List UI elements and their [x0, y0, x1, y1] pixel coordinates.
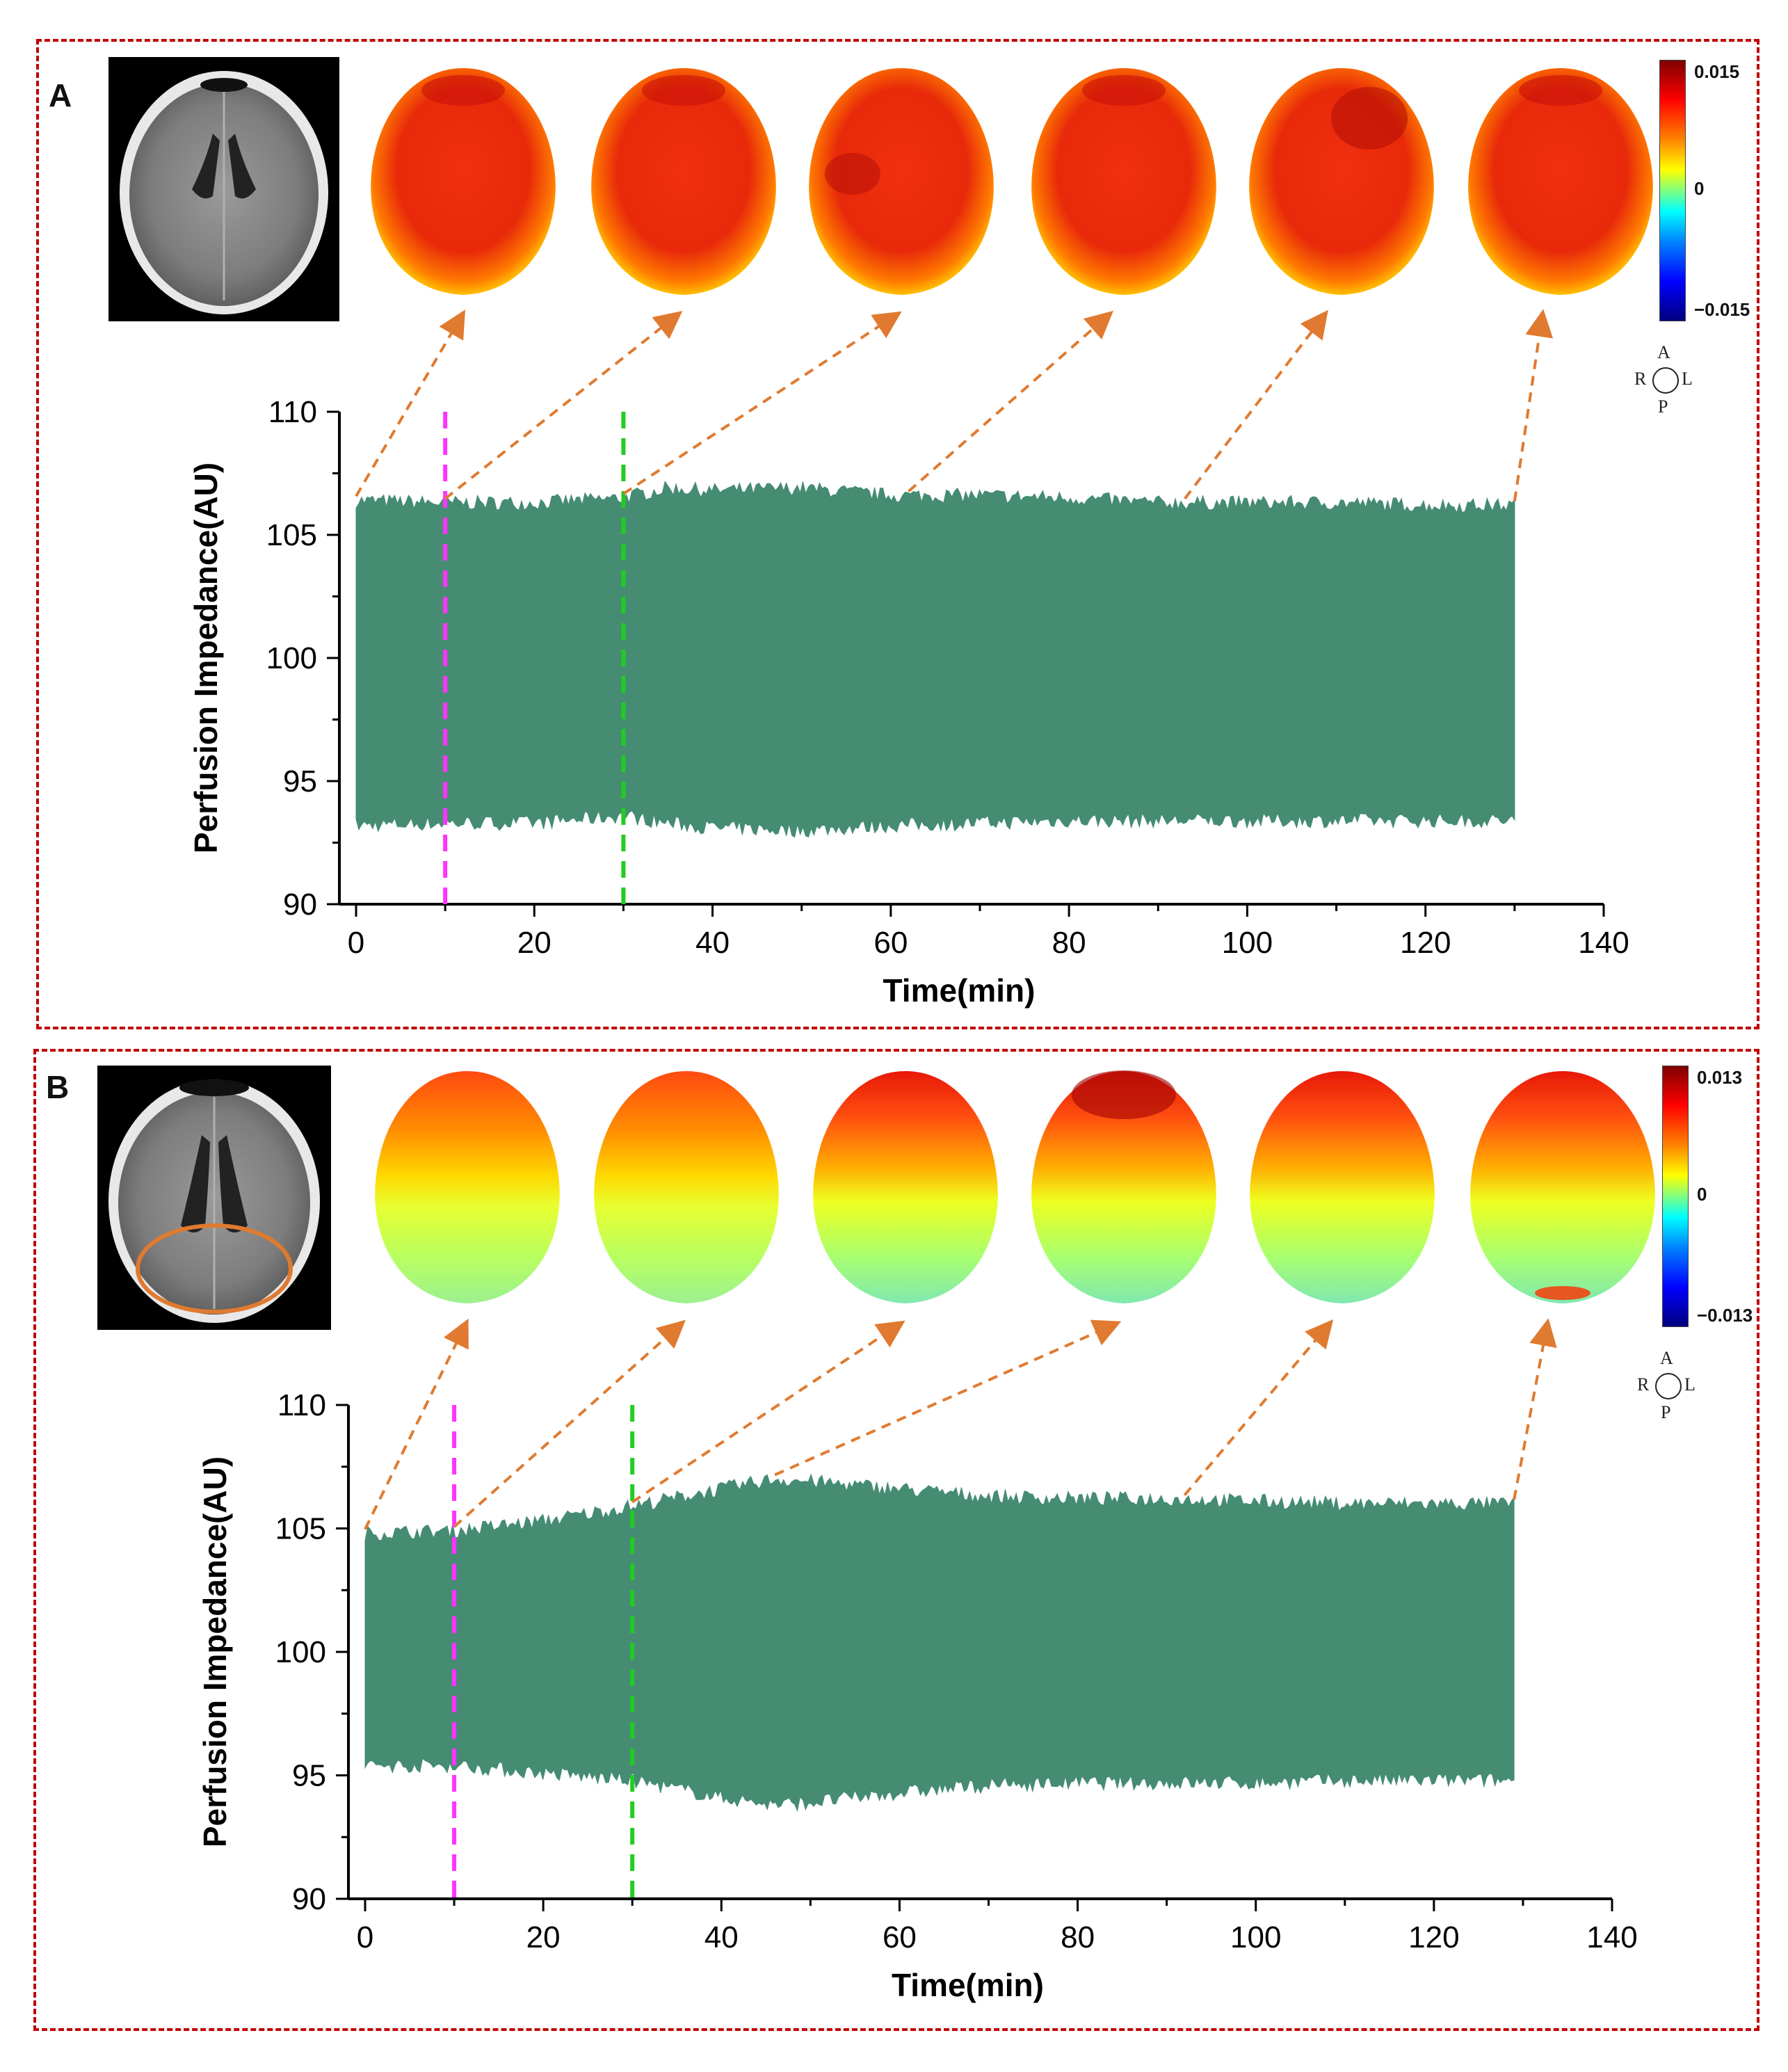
orientation-posterior: P [1661, 1402, 1671, 1422]
panel-b: B [33, 1049, 1759, 2031]
colorbar-min-label: −0.013 [1697, 1305, 1753, 1326]
heatmap-3 [809, 68, 994, 295]
panel-label: B [46, 1069, 70, 1105]
heatmap-5 [1249, 68, 1434, 295]
orientation-indicator: A R L P [1632, 341, 1694, 431]
heatmap-4 [1031, 1070, 1216, 1303]
orientation-left: L [1684, 1374, 1696, 1395]
heatmap-1 [375, 1071, 560, 1303]
heatmap-1 [371, 68, 556, 295]
heatmap-6 [1468, 68, 1653, 295]
orientation-left: L [1682, 369, 1693, 389]
heatmap-2 [594, 1071, 779, 1303]
colorbar-max-label: 0.015 [1694, 61, 1740, 82]
heatmap-5 [1250, 1071, 1435, 1303]
colorbar: 0.013 0 −0.013 [1662, 1066, 1766, 1330]
colorbar-max-label: 0.013 [1697, 1067, 1743, 1088]
heatmap-4 [1031, 68, 1216, 295]
colorbar-mid-label: 0 [1694, 178, 1705, 199]
panel-a: A [36, 39, 1759, 1029]
orientation-anterior: A [1657, 342, 1670, 362]
ct-scan-image [108, 57, 339, 321]
orientation-anterior: A [1660, 1348, 1673, 1368]
ct-scan-image [97, 1066, 331, 1330]
colorbar-min-label: −0.015 [1694, 299, 1750, 320]
orientation-right: R [1637, 1374, 1650, 1395]
heatmap-2 [591, 68, 776, 295]
orientation-posterior: P [1658, 396, 1668, 417]
colorbar-mid-label: 0 [1697, 1184, 1707, 1205]
orientation-right: R [1634, 369, 1647, 389]
orientation-indicator: A R L P [1634, 1347, 1697, 1437]
colorbar: 0.015 0 −0.015 [1659, 60, 1764, 324]
heatmap-6 [1470, 1071, 1655, 1303]
panel-label: A [49, 77, 72, 113]
heatmap-3 [813, 1071, 998, 1303]
